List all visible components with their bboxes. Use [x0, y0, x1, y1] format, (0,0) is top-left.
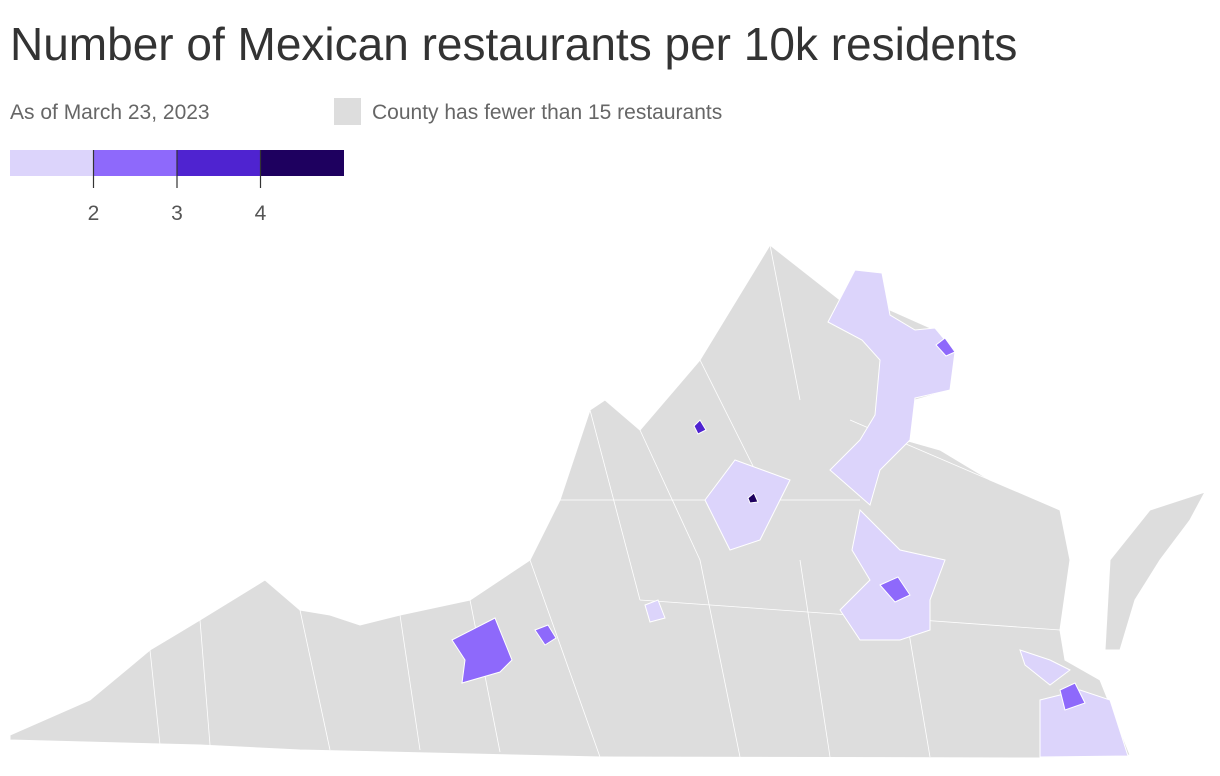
region	[879, 576, 911, 603]
state	[9, 244, 1131, 759]
map	[9, 244, 1207, 759]
eastern-shore	[1104, 491, 1207, 651]
missing-label: County has fewer than 15 restaurants	[372, 101, 722, 124]
missing-swatch	[334, 98, 361, 125]
region	[747, 492, 759, 504]
legend-swatch	[260, 150, 344, 176]
region	[704, 459, 791, 551]
region	[451, 617, 513, 684]
region	[827, 269, 956, 506]
legend-tick-label: 3	[171, 202, 183, 225]
legend-tick-label: 2	[88, 202, 100, 225]
region	[839, 508, 946, 641]
legend: 2 3 4	[10, 150, 344, 225]
legend-swatch	[93, 150, 177, 176]
region	[1059, 682, 1086, 711]
legend-swatch	[177, 150, 261, 176]
region	[1019, 649, 1071, 686]
region	[935, 337, 956, 357]
region	[644, 599, 666, 623]
region	[534, 624, 557, 646]
legend-tick-label: 4	[255, 202, 267, 225]
legend-swatch	[10, 150, 94, 176]
title: Number of Mexican restaurants per 10k re…	[10, 18, 1017, 70]
region	[693, 419, 707, 435]
subtitle: As of March 23, 2023	[10, 101, 210, 124]
